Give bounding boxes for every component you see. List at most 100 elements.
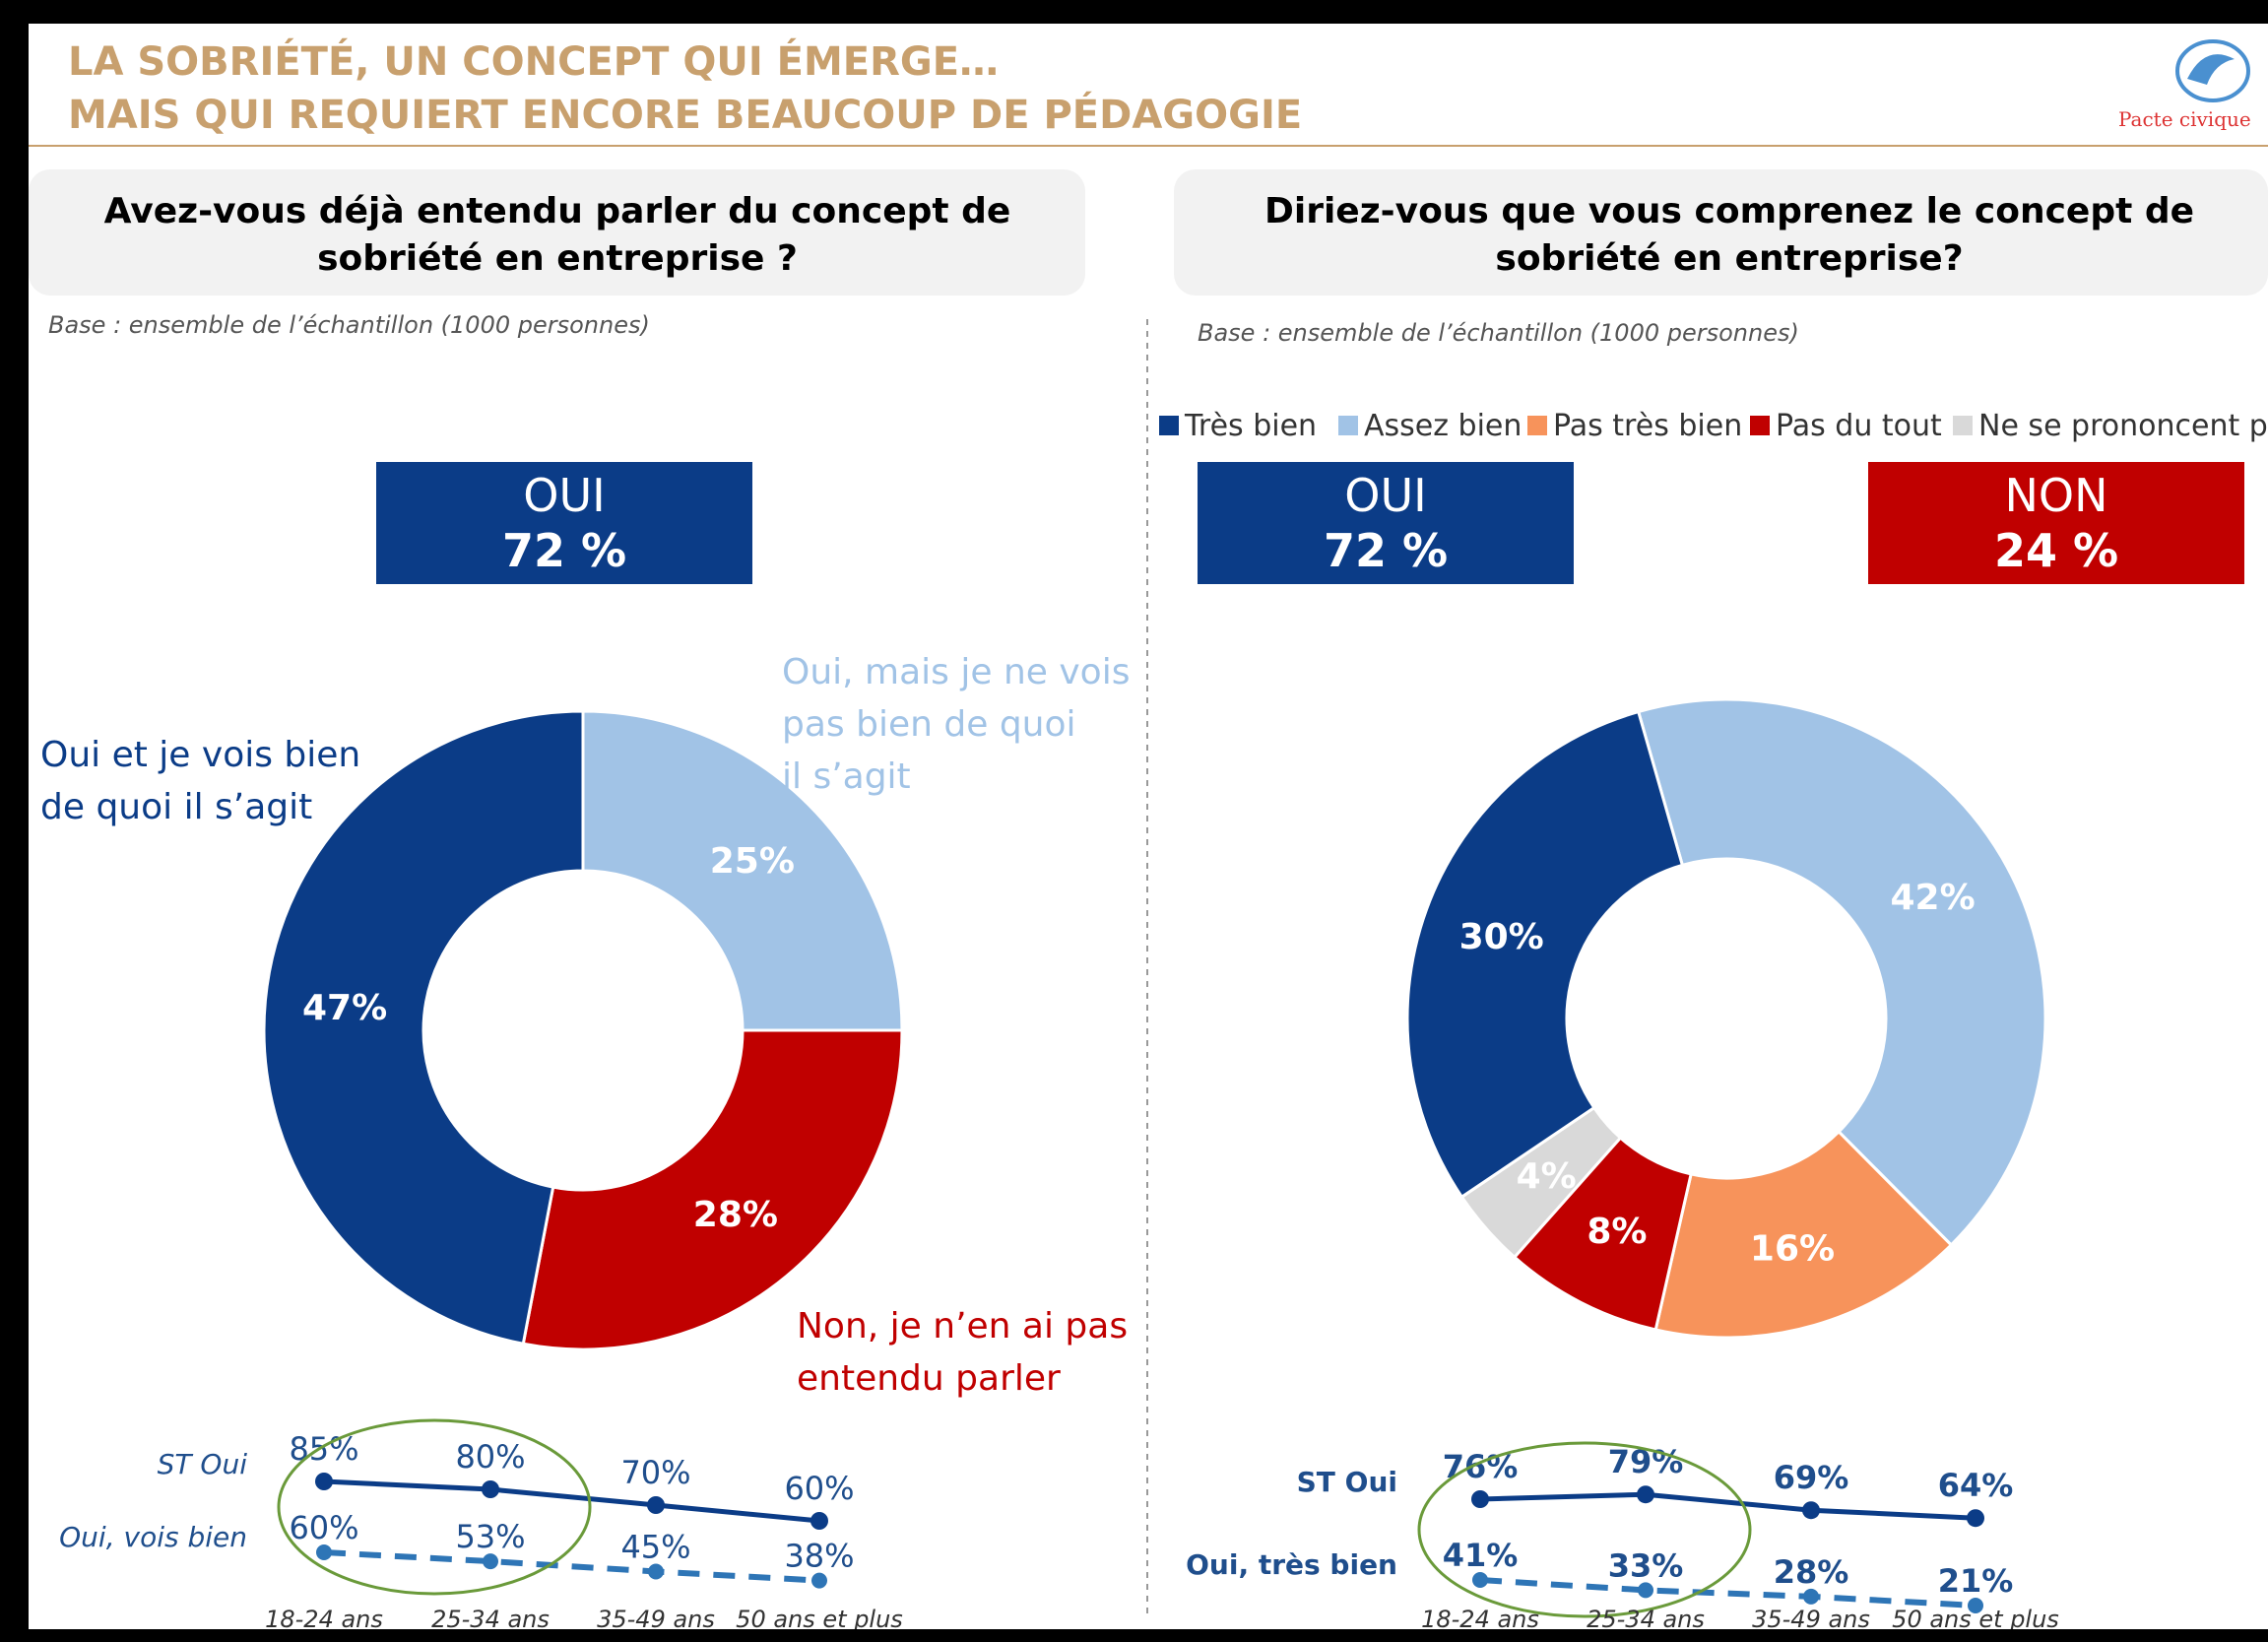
right-oui-value: 72 % bbox=[1324, 524, 1448, 577]
left-age-solid-point bbox=[647, 1496, 665, 1514]
left-age-solid-point bbox=[315, 1473, 333, 1490]
right-age-dashed-point bbox=[1803, 1588, 1819, 1605]
right-age-dashed-value: 28% bbox=[1774, 1553, 1849, 1591]
right-age-highlight-ring bbox=[1417, 1441, 1752, 1618]
left-age-solid-value: 80% bbox=[455, 1438, 525, 1476]
logo-text: Pacte civique bbox=[2118, 107, 2251, 131]
right-age-dashed-value: 21% bbox=[1938, 1562, 2014, 1600]
left-age-highlight-ring bbox=[277, 1418, 592, 1596]
callout-oui-mais: il s’agit bbox=[782, 756, 911, 797]
right-question-panel bbox=[1174, 169, 2268, 296]
right-question-line-2: sobriété en entreprise? bbox=[1495, 238, 1963, 279]
title-line-1: LA SOBRIÉTÉ, UN CONCEPT QUI ÉMERGE… bbox=[68, 37, 999, 85]
right-age-dashed-point bbox=[1968, 1598, 1983, 1613]
left-oui-box bbox=[376, 462, 752, 584]
right-age-dashed-line bbox=[1479, 1577, 1976, 1609]
legend-entry: Assez bien bbox=[1364, 409, 1522, 443]
right-donut-slice-label: 42% bbox=[1891, 878, 1976, 918]
right-age-category-label: 18-24 ans bbox=[1421, 1606, 1539, 1629]
right-oui-box bbox=[1198, 462, 1574, 584]
legend-swatch bbox=[1527, 416, 1547, 435]
right-age-dashed-value: 41% bbox=[1443, 1537, 1519, 1574]
left-donut-chart: 25% 28% 47% bbox=[262, 709, 904, 1351]
right-chart-legend: Très bien Assez bien Pas très bien Pas du t… bbox=[1159, 409, 2268, 443]
left-age-dashed-point bbox=[648, 1563, 664, 1580]
legend-entry: Très bien bbox=[1184, 409, 1317, 443]
legend-swatch bbox=[1159, 416, 1179, 435]
pacte-civique-logo: Pacte civique bbox=[2118, 39, 2251, 131]
right-age-solid-point bbox=[1802, 1501, 1820, 1520]
left-age-dashed-value: 45% bbox=[620, 1529, 690, 1566]
right-non-value: 24 % bbox=[1994, 524, 2118, 577]
left-age-row-label-dashed: Oui, vois bien bbox=[59, 1521, 247, 1553]
left-age-solid-value: 70% bbox=[620, 1454, 690, 1491]
right-donut-slice-label: 30% bbox=[1459, 917, 1544, 957]
legend-swatch bbox=[1338, 416, 1358, 435]
right-age-solid-point bbox=[1471, 1490, 1489, 1508]
left-age-dashed-point bbox=[316, 1544, 332, 1560]
callout-oui-mais: Oui, mais je ne vois bbox=[782, 652, 1130, 692]
right-age-category-label: 35-49 ans bbox=[1752, 1606, 1870, 1629]
right-donut-slice bbox=[1636, 697, 2047, 1248]
right-non-box bbox=[1868, 462, 2244, 584]
right-age-solid-point bbox=[1967, 1509, 1984, 1528]
left-age-solid-point bbox=[810, 1512, 828, 1530]
left-age-category-label: 50 ans et plus bbox=[736, 1606, 903, 1629]
callout-non: entendu parler bbox=[797, 1358, 1061, 1399]
right-age-row-label-dashed: Oui, très bien bbox=[1186, 1548, 1397, 1581]
right-base-note: Base : ensemble de l’échantillon (1000 p… bbox=[1198, 319, 1799, 347]
legend-entry: Pas très bien bbox=[1553, 409, 1742, 443]
right-non-label: NON bbox=[2004, 469, 2107, 522]
slide: LA SOBRIÉTÉ, UN CONCEPT QUI ÉMERGE… MAIS… bbox=[29, 24, 2268, 1629]
callout-oui-mais: pas bien de quoi bbox=[782, 704, 1076, 745]
right-question-line-1: Diriez-vous que vous comprenez le concep… bbox=[1264, 191, 2194, 231]
callout-non: Non, je n’en ai pas bbox=[797, 1306, 1128, 1346]
slide-canvas: LA SOBRIÉTÉ, UN CONCEPT QUI ÉMERGE… MAIS… bbox=[29, 37, 2268, 1629]
right-age-solid-line bbox=[1479, 1491, 1976, 1521]
right-donut-slice bbox=[1653, 1129, 1954, 1340]
left-age-dashed-line bbox=[323, 1549, 820, 1584]
left-donut-slice bbox=[262, 709, 585, 1346]
left-base-note: Base : ensemble de l’échantillon (1000 p… bbox=[48, 311, 650, 339]
right-age-category-label: 50 ans et plus bbox=[1892, 1606, 2059, 1629]
right-donut-slice bbox=[1405, 709, 1685, 1200]
left-question-panel bbox=[29, 169, 1085, 296]
logo-swirl-icon bbox=[2175, 39, 2250, 102]
callout-oui-bien: Oui et je vois bien bbox=[40, 735, 360, 775]
right-age-dashed-value: 33% bbox=[1608, 1546, 1684, 1584]
right-donut-slice-label: 8% bbox=[1587, 1212, 1647, 1252]
left-age-row-label-solid: ST Oui bbox=[158, 1448, 248, 1480]
callout-oui-bien: de quoi il s’agit bbox=[40, 787, 312, 827]
left-age-solid-value: 60% bbox=[784, 1470, 854, 1507]
left-question-line-2: sobriété en entreprise ? bbox=[317, 238, 798, 279]
left-age-solid-point bbox=[482, 1480, 499, 1498]
legend-swatch bbox=[1750, 416, 1770, 435]
right-age-solid-point bbox=[1637, 1485, 1654, 1504]
right-oui-label: OUI bbox=[1344, 469, 1426, 522]
left-age-dashed-point bbox=[483, 1553, 498, 1570]
left-callouts: Oui, mais je ne vois pas bien de quoi il s… bbox=[40, 652, 1130, 1399]
left-age-category-label: 25-34 ans bbox=[431, 1606, 550, 1629]
left-age-solid-line bbox=[323, 1478, 820, 1524]
legend-swatch bbox=[1953, 416, 1973, 435]
right-donut-slice-label: 4% bbox=[1517, 1156, 1577, 1197]
legend-entry: Pas du tout bbox=[1776, 409, 1942, 443]
right-age-row-label-solid: ST Oui bbox=[1297, 1466, 1397, 1498]
title-line-2: MAIS QUI REQUIERT ENCORE BEAUCOUP DE PÉD… bbox=[68, 91, 1302, 138]
left-age-dashed-value: 60% bbox=[289, 1509, 358, 1546]
left-oui-value: 72 % bbox=[502, 524, 626, 577]
left-donut-slice bbox=[581, 709, 904, 1032]
left-age-dashed-value: 38% bbox=[784, 1538, 854, 1575]
left-question-line-1: Avez-vous déjà entendu parler du concept… bbox=[104, 191, 1011, 231]
left-donut-slice-label: 28% bbox=[693, 1195, 778, 1235]
right-age-category-label: 25-34 ans bbox=[1587, 1606, 1705, 1629]
left-donut-slice-label: 25% bbox=[710, 841, 795, 882]
left-age-category-label: 18-24 ans bbox=[265, 1606, 383, 1629]
right-donut-chart: 42% 16% 8%4% 30% bbox=[1405, 697, 2047, 1340]
right-age-dashed-point bbox=[1472, 1572, 1488, 1588]
right-donut-slice-label: 16% bbox=[1750, 1229, 1835, 1270]
